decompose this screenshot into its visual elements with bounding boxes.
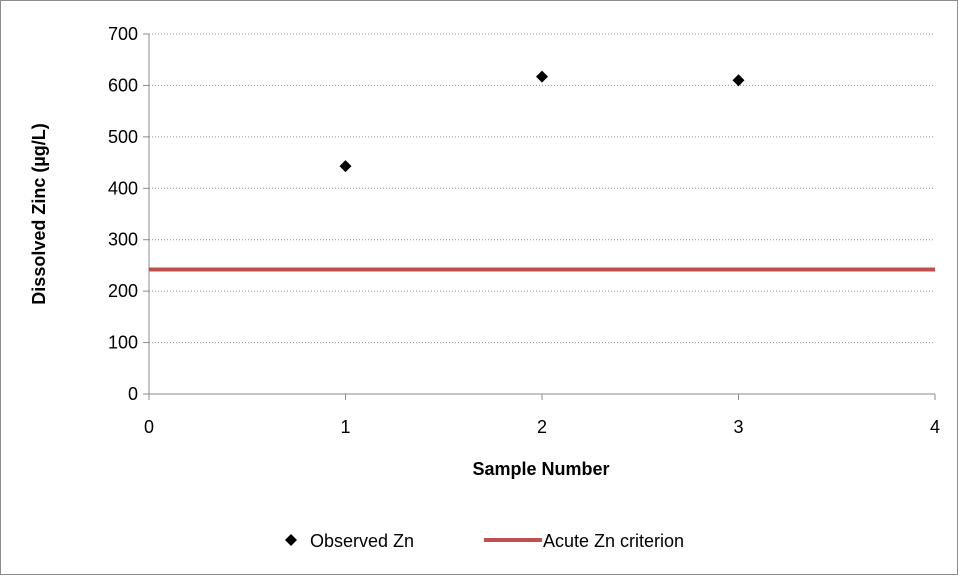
y-tick-label: 600: [108, 75, 138, 95]
legend-label-acute-zn-criterion: Acute Zn criterion: [543, 531, 684, 551]
y-tick-label: 700: [108, 24, 138, 44]
x-tick-label: 0: [144, 417, 154, 437]
y-tick-label: 300: [108, 230, 138, 250]
x-axis-title: Sample Number: [472, 459, 609, 479]
observed-zn-point: [536, 70, 548, 83]
y-tick-label: 400: [108, 178, 138, 198]
plot-series: [149, 70, 935, 272]
tick-labels: 0 100 200 300 400 500 600 700 0 1 2 3 4: [108, 24, 940, 437]
y-tick-label: 500: [108, 127, 138, 147]
x-tick-label: 3: [733, 417, 743, 437]
axes: [143, 33, 936, 400]
x-tick-label: 4: [930, 417, 940, 437]
x-tick-label: 2: [537, 417, 547, 437]
legend-label-observed-zn: Observed Zn: [310, 531, 414, 551]
observed-zn-point: [339, 160, 352, 173]
y-axis-title: Dissolved Zinc (µg/L): [29, 123, 49, 304]
legend: Observed Zn Acute Zn criterion: [285, 531, 684, 551]
y-tick-label: 100: [108, 333, 138, 353]
y-tick-label: 200: [108, 281, 138, 301]
legend-diamond-marker: [285, 534, 297, 546]
y-tick-label: 0: [128, 384, 138, 404]
x-tick-label: 1: [340, 417, 350, 437]
observed-zn-point: [732, 74, 745, 87]
gridlines: [149, 33, 935, 344]
